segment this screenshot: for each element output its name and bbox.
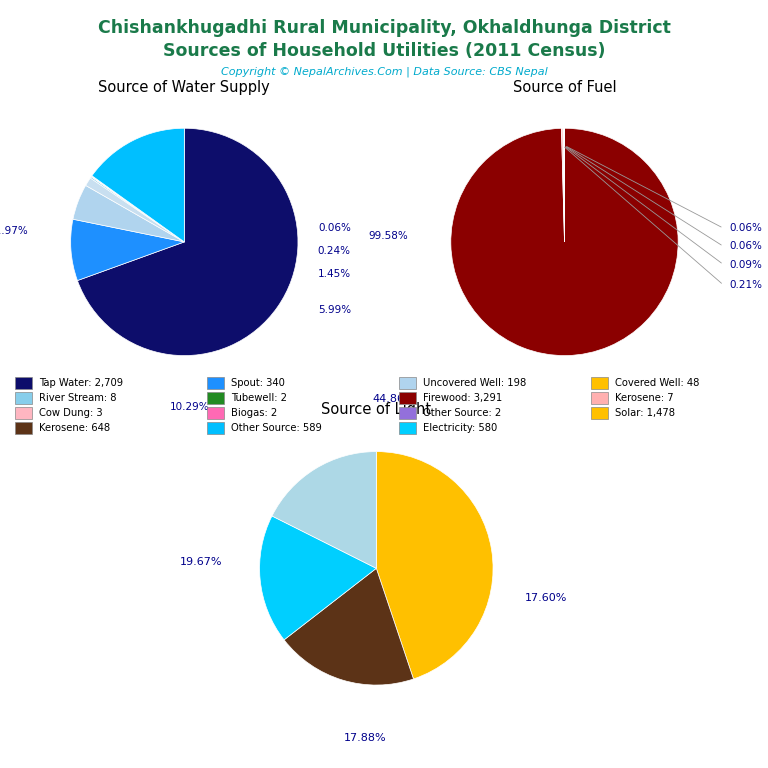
Title: Source of Light: Source of Light bbox=[321, 402, 432, 417]
Text: 19.67%: 19.67% bbox=[180, 558, 223, 568]
Text: 0.06%: 0.06% bbox=[730, 223, 762, 233]
Text: 5.99%: 5.99% bbox=[318, 305, 351, 315]
Text: Firewood: 3,291: Firewood: 3,291 bbox=[423, 393, 502, 403]
Title: Source of Water Supply: Source of Water Supply bbox=[98, 80, 270, 94]
Text: Uncovered Well: 198: Uncovered Well: 198 bbox=[423, 378, 526, 389]
Text: Kerosene: 7: Kerosene: 7 bbox=[615, 393, 674, 403]
Text: River Stream: 8: River Stream: 8 bbox=[39, 393, 117, 403]
Text: Covered Well: 48: Covered Well: 48 bbox=[615, 378, 700, 389]
Text: 81.97%: 81.97% bbox=[0, 226, 28, 236]
Text: Electricity: 580: Electricity: 580 bbox=[423, 423, 498, 433]
Text: 10.29%: 10.29% bbox=[170, 402, 210, 412]
Text: Other Source: 589: Other Source: 589 bbox=[231, 423, 322, 433]
Wedge shape bbox=[71, 219, 184, 280]
Text: Chishankhugadhi Rural Municipality, Okhaldhunga District: Chishankhugadhi Rural Municipality, Okha… bbox=[98, 19, 670, 37]
Text: 0.06%: 0.06% bbox=[318, 223, 351, 233]
Text: 0.21%: 0.21% bbox=[730, 280, 763, 290]
Text: 0.24%: 0.24% bbox=[318, 246, 351, 256]
FancyBboxPatch shape bbox=[591, 378, 607, 389]
Text: Tap Water: 2,709: Tap Water: 2,709 bbox=[39, 378, 124, 389]
Text: Biogas: 2: Biogas: 2 bbox=[231, 408, 277, 419]
Title: Source of Fuel: Source of Fuel bbox=[513, 80, 616, 94]
Text: 17.88%: 17.88% bbox=[343, 733, 386, 743]
Wedge shape bbox=[284, 568, 413, 685]
FancyBboxPatch shape bbox=[591, 407, 607, 419]
Text: 17.60%: 17.60% bbox=[525, 592, 567, 603]
Text: Cow Dung: 3: Cow Dung: 3 bbox=[39, 408, 103, 419]
Wedge shape bbox=[272, 452, 376, 568]
Text: 0.09%: 0.09% bbox=[730, 260, 762, 270]
FancyBboxPatch shape bbox=[207, 392, 223, 404]
FancyBboxPatch shape bbox=[591, 392, 607, 404]
Text: Spout: 340: Spout: 340 bbox=[231, 378, 285, 389]
FancyBboxPatch shape bbox=[207, 378, 223, 389]
Text: 0.06%: 0.06% bbox=[730, 241, 762, 251]
FancyBboxPatch shape bbox=[399, 392, 415, 404]
Text: 99.58%: 99.58% bbox=[369, 231, 408, 241]
Text: Kerosene: 648: Kerosene: 648 bbox=[39, 423, 111, 433]
Text: Other Source: 2: Other Source: 2 bbox=[423, 408, 502, 419]
Wedge shape bbox=[92, 128, 184, 242]
Wedge shape bbox=[563, 128, 564, 242]
Text: 1.45%: 1.45% bbox=[318, 269, 351, 279]
FancyBboxPatch shape bbox=[15, 392, 31, 404]
Wedge shape bbox=[376, 452, 493, 679]
Text: Tubewell: 2: Tubewell: 2 bbox=[231, 393, 287, 403]
FancyBboxPatch shape bbox=[399, 378, 415, 389]
FancyBboxPatch shape bbox=[207, 422, 223, 434]
Wedge shape bbox=[78, 128, 298, 356]
FancyBboxPatch shape bbox=[15, 378, 31, 389]
Wedge shape bbox=[451, 128, 678, 356]
FancyBboxPatch shape bbox=[15, 407, 31, 419]
Wedge shape bbox=[260, 516, 376, 640]
Text: Copyright © NepalArchives.Com | Data Source: CBS Nepal: Copyright © NepalArchives.Com | Data Sou… bbox=[220, 67, 548, 78]
FancyBboxPatch shape bbox=[207, 407, 223, 419]
Wedge shape bbox=[91, 176, 184, 242]
Wedge shape bbox=[86, 178, 184, 242]
FancyBboxPatch shape bbox=[399, 407, 415, 419]
FancyBboxPatch shape bbox=[399, 422, 415, 434]
Wedge shape bbox=[561, 128, 564, 242]
Text: Solar: 1,478: Solar: 1,478 bbox=[615, 408, 675, 419]
Text: 44.86%: 44.86% bbox=[372, 394, 415, 404]
Wedge shape bbox=[91, 176, 184, 242]
Wedge shape bbox=[91, 177, 184, 242]
FancyBboxPatch shape bbox=[15, 422, 31, 434]
Wedge shape bbox=[73, 185, 184, 242]
Text: Sources of Household Utilities (2011 Census): Sources of Household Utilities (2011 Cen… bbox=[163, 42, 605, 60]
Wedge shape bbox=[91, 177, 184, 242]
